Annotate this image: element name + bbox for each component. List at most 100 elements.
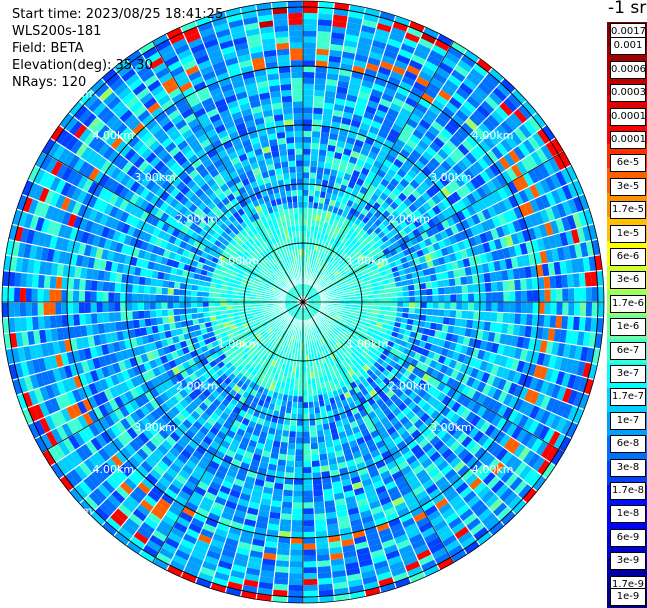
range-gate-cell	[347, 180, 356, 189]
range-gate-cell	[477, 349, 486, 360]
range-gate-cell	[567, 198, 578, 214]
range-gate-cell	[496, 447, 509, 462]
range-gate-cell	[424, 531, 439, 544]
range-gate-cell	[495, 142, 508, 156]
range-gate-cell	[446, 398, 457, 410]
range-gate-cell	[528, 338, 537, 351]
range-gate-cell	[360, 472, 371, 482]
range-gate-cell	[326, 271, 333, 277]
range-gate-cell	[411, 429, 422, 440]
range-gate-cell	[320, 316, 326, 322]
range-gate-cell	[402, 491, 416, 502]
range-gate-cell	[522, 139, 536, 154]
range-gate-cell	[306, 313, 309, 320]
range-gate-cell	[462, 100, 477, 113]
range-gate-cell	[445, 139, 457, 152]
range-gate-cell	[344, 302, 351, 305]
range-gate-cell	[37, 302, 44, 316]
range-gate-cell	[451, 401, 462, 413]
range-gate-cell	[486, 192, 498, 206]
range-gate-cell	[416, 249, 425, 258]
range-gate-cell	[380, 470, 392, 480]
range-gate-cell	[376, 238, 384, 247]
range-gate-cell	[318, 221, 325, 228]
range-gate-cell	[342, 287, 349, 292]
range-gate-cell	[329, 265, 335, 272]
range-gate-cell	[561, 184, 573, 200]
range-gate-cell	[342, 335, 349, 342]
range-gate-cell	[325, 306, 332, 310]
range-gate-cell	[445, 262, 453, 271]
range-gate-cell	[149, 310, 157, 318]
range-gate-cell	[539, 250, 548, 264]
range-gate-cell	[191, 307, 198, 314]
range-gate-cell	[496, 248, 505, 260]
range-gate-cell	[561, 216, 571, 232]
range-gate-cell	[55, 276, 63, 290]
range-gate-cell	[79, 314, 86, 326]
range-gate-cell	[342, 45, 357, 54]
range-gate-cell	[370, 429, 380, 439]
range-gate-cell	[559, 231, 569, 247]
range-gate-cell	[25, 302, 32, 317]
range-gate-cell	[406, 118, 419, 129]
range-gate-cell	[318, 149, 327, 157]
range-gate-cell	[362, 216, 370, 224]
range-gate-cell	[310, 154, 318, 162]
range-gate-cell	[299, 366, 303, 373]
range-gate-cell	[347, 434, 356, 443]
range-gate-cell	[453, 268, 461, 278]
range-gate-cell	[437, 239, 447, 249]
range-gate-cell	[364, 263, 372, 270]
range-gate-cell	[303, 290, 305, 297]
range-gate-cell	[378, 289, 386, 294]
range-gate-cell	[446, 216, 456, 227]
range-gate-cell	[155, 287, 163, 295]
range-gate-cell	[418, 37, 434, 50]
range-gate-cell	[131, 293, 138, 302]
range-gate-cell	[432, 492, 446, 505]
range-gate-cell	[314, 305, 321, 308]
range-gate-cell	[312, 329, 316, 336]
range-gate-cell	[518, 123, 532, 139]
range-gate-cell	[307, 305, 313, 310]
range-gate-cell	[432, 547, 448, 560]
range-gate-cell	[311, 131, 321, 138]
range-gate-cell	[414, 307, 421, 314]
range-gate-cell	[514, 461, 528, 476]
range-gate-cell	[280, 519, 292, 526]
range-gate-cell	[445, 101, 459, 114]
range-gate-cell	[519, 242, 528, 255]
range-gate-cell	[354, 378, 362, 386]
range-gate-cell	[565, 165, 578, 182]
range-gate-cell	[508, 346, 517, 358]
range-gate-cell	[313, 95, 324, 103]
range-gate-cell	[360, 328, 368, 334]
range-gate-cell	[319, 351, 325, 359]
range-gate-cell	[506, 422, 518, 437]
range-gate-cell	[303, 290, 306, 297]
range-gate-cell	[421, 246, 430, 256]
range-gate-cell	[375, 565, 391, 576]
range-gate-cell	[167, 302, 174, 310]
range-gate-cell	[479, 420, 491, 434]
range-gate-cell	[459, 363, 469, 374]
range-gate-cell	[346, 347, 354, 355]
range-gate-cell	[430, 183, 441, 194]
range-gate-cell	[518, 266, 526, 279]
range-gate-cell	[523, 374, 534, 389]
range-gate-cell	[208, 297, 215, 302]
range-gate-cell	[560, 168, 573, 184]
range-gate-cell	[332, 345, 338, 352]
range-gate-cell	[421, 499, 435, 512]
range-gate-cell	[431, 399, 442, 410]
range-gate-cell	[495, 270, 503, 282]
range-gate-cell	[318, 447, 327, 455]
range-gate-cell	[495, 483, 510, 498]
range-gate-cell	[314, 276, 319, 283]
range-gate-cell	[385, 81, 399, 92]
range-gate-cell	[366, 368, 374, 377]
range-gate-cell	[289, 561, 303, 568]
range-gate-cell	[522, 100, 537, 116]
range-gate-cell	[542, 353, 552, 367]
